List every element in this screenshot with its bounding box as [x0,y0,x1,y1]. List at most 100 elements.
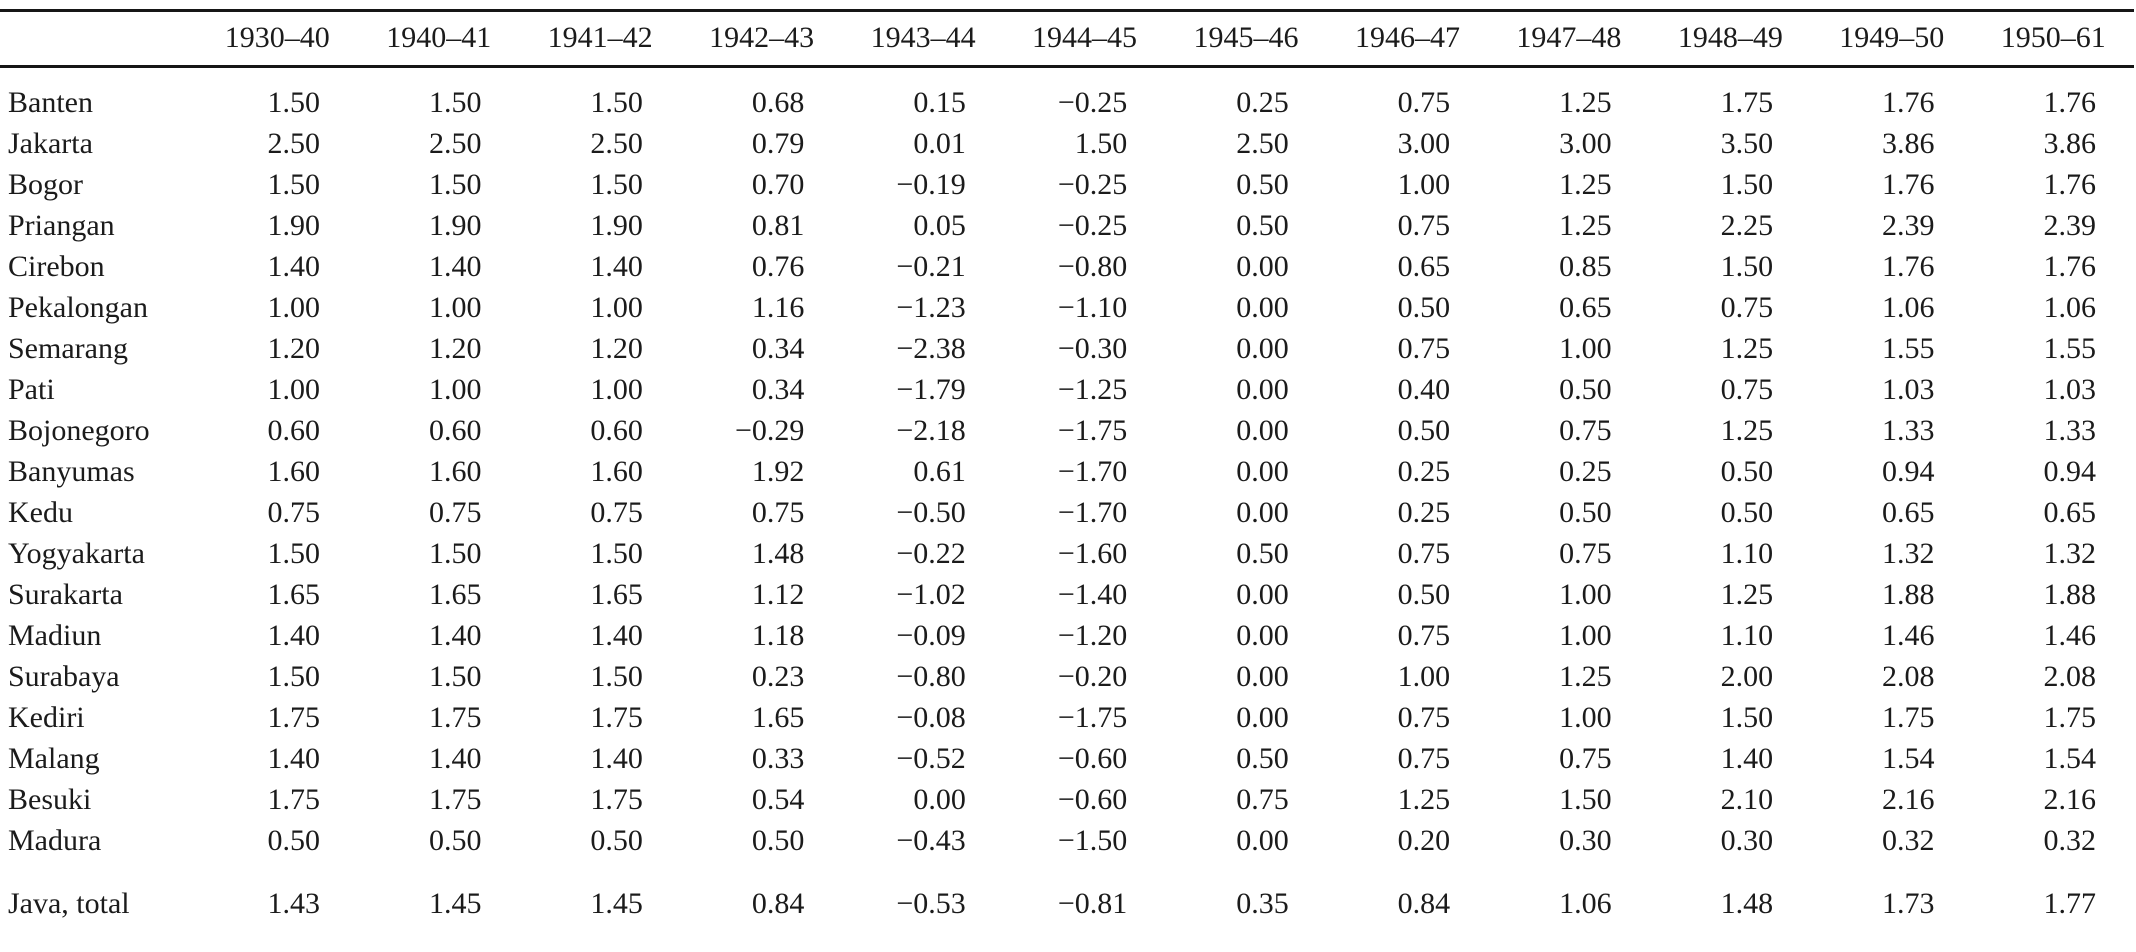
value-cell: −0.25 [1057,86,1128,119]
value-cell: 1.50 [590,537,643,570]
value-cell: 1.06 [2043,291,2097,324]
page: 1930–40 1940–41 1941–42 1942–43 1943–44 1944–… [0,9,2136,952]
table-row: Semarang 1.20 1.20 1.20 0.34 −2.38 −0.30 0.00 0.… [0,328,2134,369]
table-row: Priangan 1.90 1.90 1.90 0.81 0.05 −0.25 0.50 0.7… [0,205,2134,246]
value-cell: 1.50 [428,168,482,201]
value-cell: 1.40 [590,742,643,775]
value-cell: 1.50 [267,537,321,570]
value-cell: 0.32 [1882,824,1935,857]
value-cell: 0.00 [1236,414,1289,447]
table-row: Madiun 1.40 1.40 1.40 1.18 −0.09 −1.20 0.00 0.75… [0,615,2134,656]
value-cell: 1.00 [428,373,482,406]
value-cell: 0.75 [1559,742,1612,775]
value-cell: 0.00 [1236,250,1289,283]
value-cell: 3.00 [1397,127,1451,160]
value-cell: −0.81 [1057,887,1128,920]
value-cell: −0.80 [1057,250,1128,283]
value-cell: −0.30 [1057,332,1128,365]
value-cell: 1.76 [2043,168,2097,201]
value-cell: 1.50 [428,660,482,693]
value-cell: 1.46 [1882,619,1935,652]
value-cell: 0.75 [1559,537,1612,570]
value-cell: 0.60 [267,414,321,447]
value-cell: 1.88 [2043,578,2097,611]
table-row: Bojonegoro 0.60 0.60 0.60 −0.29 −2.18 −1.75 0.0… [0,410,2134,451]
value-cell: 1.50 [267,660,321,693]
value-cell: −0.60 [1057,742,1128,775]
value-cell: 1.88 [1882,578,1935,611]
row-label: Surakarta [8,578,123,611]
value-cell: 1.32 [2043,537,2097,570]
value-cell: 1.00 [590,373,643,406]
value-cell: −2.38 [896,332,966,365]
value-cell: 0.20 [1397,824,1451,857]
row-label: Kediri [8,701,85,734]
value-cell: 2.08 [2043,660,2097,693]
value-cell: 0.75 [1236,783,1289,816]
value-cell: 0.75 [428,496,482,529]
value-cell: 0.60 [428,414,482,447]
value-cell: 1.43 [267,887,321,920]
row-label: Madura [8,824,102,857]
value-cell: 1.00 [1397,168,1451,201]
value-cell: −1.02 [896,578,966,611]
column-header: 1930–40 [196,10,358,68]
value-cell: 0.75 [267,496,321,529]
value-cell: 1.65 [267,578,321,611]
value-cell: 0.50 [1236,537,1289,570]
value-cell: 1.03 [1882,373,1935,406]
value-cell: −0.52 [896,742,966,775]
value-cell: 1.00 [1559,578,1612,611]
value-cell: 1.50 [590,168,643,201]
value-cell: 0.00 [1236,701,1289,734]
value-cell: −1.79 [896,373,966,406]
value-cell: −0.29 [734,414,805,447]
table-row: Pati 1.00 1.00 1.00 0.34 −1.79 −1.25 0.00 0.40 0.… [0,369,2134,410]
value-cell: 2.39 [1882,209,1935,242]
value-cell: −0.20 [1057,660,1128,693]
value-cell: 1.00 [428,291,482,324]
value-cell: 2.08 [1882,660,1935,693]
value-cell: 1.40 [267,250,321,283]
value-cell: 0.00 [1236,332,1289,365]
row-label: Bogor [8,168,83,201]
value-cell: 1.50 [1720,168,1774,201]
value-cell: 1.75 [2043,701,2097,734]
value-cell: 0.54 [751,783,805,816]
row-label: Malang [8,742,100,775]
value-cell: −1.70 [1057,455,1128,488]
table-row: Besuki 1.75 1.75 1.75 0.54 0.00 −0.60 0.75 1.25 1… [0,779,2134,820]
table-row: Surabaya 1.50 1.50 1.50 0.23 −0.80 −0.20 0.00 1.… [0,656,2134,697]
row-label: Java, total [8,887,130,920]
value-cell: 0.70 [751,168,805,201]
value-cell: 0.75 [1397,701,1451,734]
table-row: Pekalongan 1.00 1.00 1.00 1.16 −1.23 −1.10 0.00… [0,287,2134,328]
value-cell: −1.23 [896,291,966,324]
value-cell: 1.40 [428,742,482,775]
value-cell: 1.75 [428,783,482,816]
value-cell: 0.50 [751,824,805,857]
value-cell: 0.84 [1397,887,1451,920]
value-cell: 1.75 [267,783,321,816]
value-cell: 1.76 [2043,86,2097,119]
row-label: Besuki [8,783,92,816]
value-cell: 2.39 [2043,209,2097,242]
value-cell: 2.00 [1720,660,1774,693]
value-cell: 1.33 [1882,414,1935,447]
value-cell: 1.92 [751,455,805,488]
value-cell: 0.50 [1559,496,1612,529]
value-cell: 0.30 [1720,824,1774,857]
table-row: Cirebon 1.40 1.40 1.40 0.76 −0.21 −0.80 0.00 0.6… [0,246,2134,287]
value-cell: 0.35 [1236,887,1289,920]
value-cell: −0.19 [896,168,966,201]
value-cell: 1.50 [267,168,321,201]
value-cell: 0.50 [1397,291,1451,324]
value-cell: 1.18 [751,619,805,652]
value-cell: 1.32 [1882,537,1935,570]
value-cell: −2.18 [896,414,966,447]
table-header: 1930–40 1940–41 1941–42 1942–43 1943–44 1944–… [0,10,2134,68]
table-row: Malang 1.40 1.40 1.40 0.33 −0.52 −0.60 0.50 0.75… [0,738,2134,779]
column-header: 1940–41 [358,10,520,68]
value-cell: 1.10 [1720,619,1774,652]
value-cell: 0.76 [751,250,805,283]
